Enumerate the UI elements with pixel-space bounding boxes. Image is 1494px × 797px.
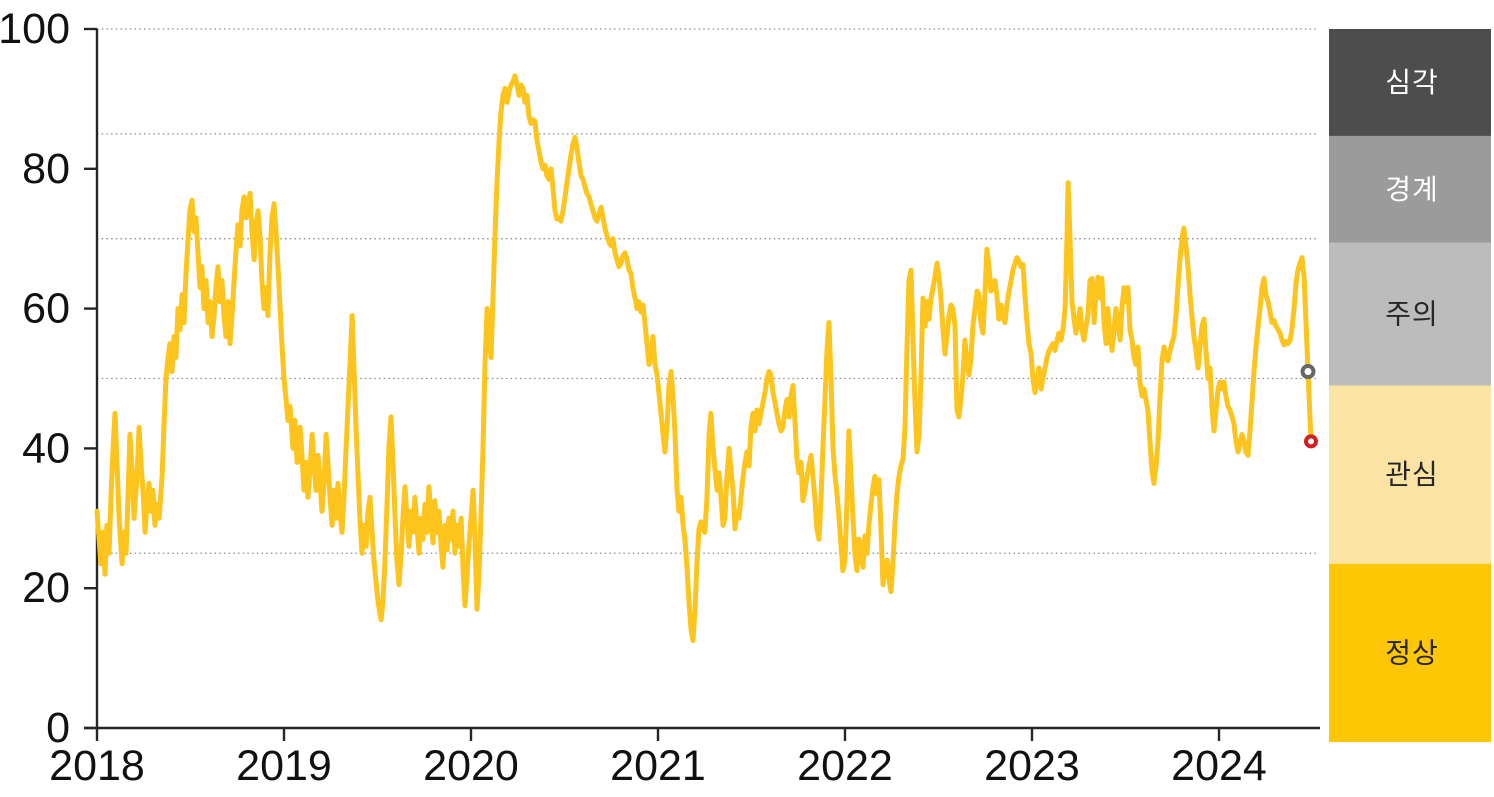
zone-label-3: 관심 — [1385, 459, 1439, 490]
latest-point-marker — [1304, 434, 1319, 449]
zone-band-1 — [1329, 135, 1491, 243]
y-axis-labels: 0 20 40 60 80 100 — [0, 5, 70, 752]
x-tick-label-2018: 2018 — [49, 742, 145, 790]
zone-band-2 — [1329, 242, 1491, 386]
zone-label-4: 정상 — [1385, 637, 1439, 668]
gridlines — [97, 28, 1318, 554]
x-tick-label-2019: 2019 — [236, 742, 332, 790]
zone-band-0 — [1329, 29, 1491, 136]
axes — [84, 27, 1320, 741]
x-tick-label-2024: 2024 — [1171, 742, 1267, 790]
x-tick-label-2021: 2021 — [610, 742, 706, 790]
y-tick-label-60: 60 — [22, 285, 70, 333]
x-tick-label-2020: 2020 — [423, 742, 519, 790]
zone-label-1: 경계 — [1385, 174, 1439, 205]
end-markers — [1300, 364, 1319, 449]
x-axis-labels: 2018 2019 2020 2021 2022 2023 2024 — [49, 742, 1267, 790]
y-tick-label-100: 100 — [0, 5, 70, 53]
zone-label-2: 주의 — [1385, 299, 1439, 330]
second-latest-point-marker — [1300, 364, 1316, 380]
y-tick-label-0: 0 — [46, 704, 70, 752]
y-tick-label-40: 40 — [22, 424, 70, 472]
zone-band-4 — [1329, 563, 1491, 742]
x-tick-label-2022: 2022 — [797, 742, 893, 790]
zone-band-3 — [1329, 385, 1491, 564]
y-tick-label-20: 20 — [22, 564, 70, 612]
zone-label-0: 심각 — [1385, 67, 1439, 98]
y-tick-label-80: 80 — [22, 145, 70, 193]
x-tick-label-2023: 2023 — [984, 742, 1080, 790]
index-line — [94, 73, 1314, 644]
